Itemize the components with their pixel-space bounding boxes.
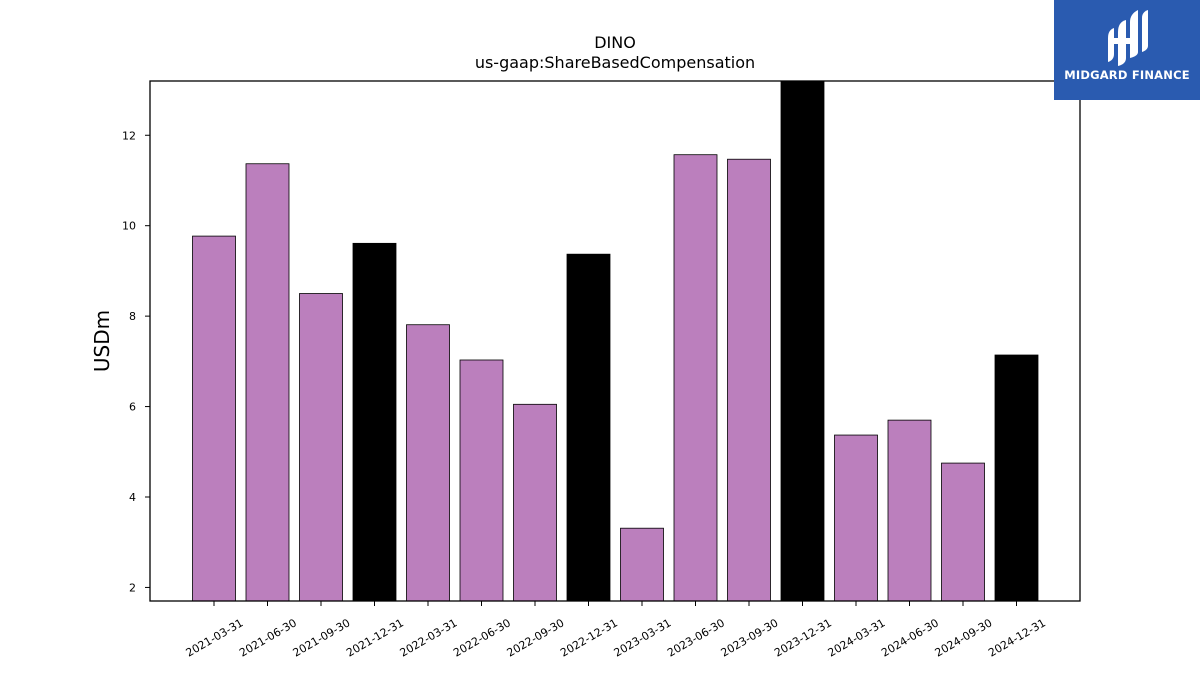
logo-text: MIDGARD FINANCE: [1064, 68, 1190, 82]
bar-2021-09-30: [299, 293, 343, 602]
bars: [192, 80, 1039, 602]
y-tick-label: 2: [129, 581, 136, 594]
chart-subtitle: us-gaap:ShareBasedCompensation: [475, 53, 755, 72]
x-tick-label: 2023-12-31: [772, 616, 834, 659]
x-tick-label: 2022-12-31: [558, 616, 620, 659]
x-tick-label: 2021-12-31: [344, 616, 406, 659]
bar-2024-09-30: [941, 462, 985, 602]
x-tick-label: 2022-09-30: [505, 616, 567, 659]
x-tick-label: 2024-06-30: [879, 616, 941, 659]
chart-title: DINO: [594, 33, 636, 52]
x-tick-label: 2021-06-30: [237, 616, 299, 659]
x-axis-ticks: 2021-03-312021-06-302021-09-302021-12-31…: [184, 601, 1048, 660]
x-tick-label: 2023-09-30: [719, 616, 781, 659]
y-axis-ticks: 2 4 6 8 10 12: [122, 129, 150, 594]
bar-2022-09-30: [513, 403, 557, 602]
x-tick-label: 2024-03-31: [826, 616, 888, 659]
y-tick-label: 12: [122, 129, 136, 142]
y-tick-label: 8: [129, 310, 136, 323]
bar-2023-03-31: [620, 527, 664, 602]
plot-area-frame: [149, 80, 1081, 602]
x-tick-label: 2024-12-31: [986, 616, 1048, 659]
y-tick-label: 6: [129, 401, 136, 414]
bar-2022-06-30: [459, 359, 504, 602]
midgard-finance-logo: MIDGARD FINANCE: [1054, 0, 1200, 100]
bar-2021-06-30: [245, 163, 290, 602]
x-tick-label: 2024-09-30: [933, 616, 995, 659]
x-tick-label: 2021-09-30: [291, 616, 353, 659]
x-tick-label: 2022-03-31: [398, 616, 460, 659]
y-axis-label: USDm: [90, 310, 114, 372]
bar-2024-03-31: [834, 434, 878, 602]
x-tick-label: 2023-06-30: [665, 616, 727, 659]
bar-2024-06-30: [887, 419, 932, 602]
bar-2023-06-30: [673, 154, 718, 602]
bar-2023-09-30: [727, 158, 771, 602]
bar-2022-03-31: [406, 324, 450, 602]
bar-2024-12-31: [994, 354, 1039, 602]
y-tick-label: 4: [129, 491, 136, 504]
x-tick-label: 2023-03-31: [612, 616, 674, 659]
x-tick-label: 2021-03-31: [184, 616, 246, 659]
y-tick-label: 10: [122, 220, 136, 233]
bar-2023-12-31: [780, 80, 825, 602]
midgard-logo-mark-icon: [1108, 10, 1148, 66]
bar-2021-12-31: [352, 242, 397, 602]
bar-2022-12-31: [566, 253, 611, 602]
bar-2021-03-31: [192, 235, 236, 602]
x-tick-label: 2022-06-30: [451, 616, 513, 659]
